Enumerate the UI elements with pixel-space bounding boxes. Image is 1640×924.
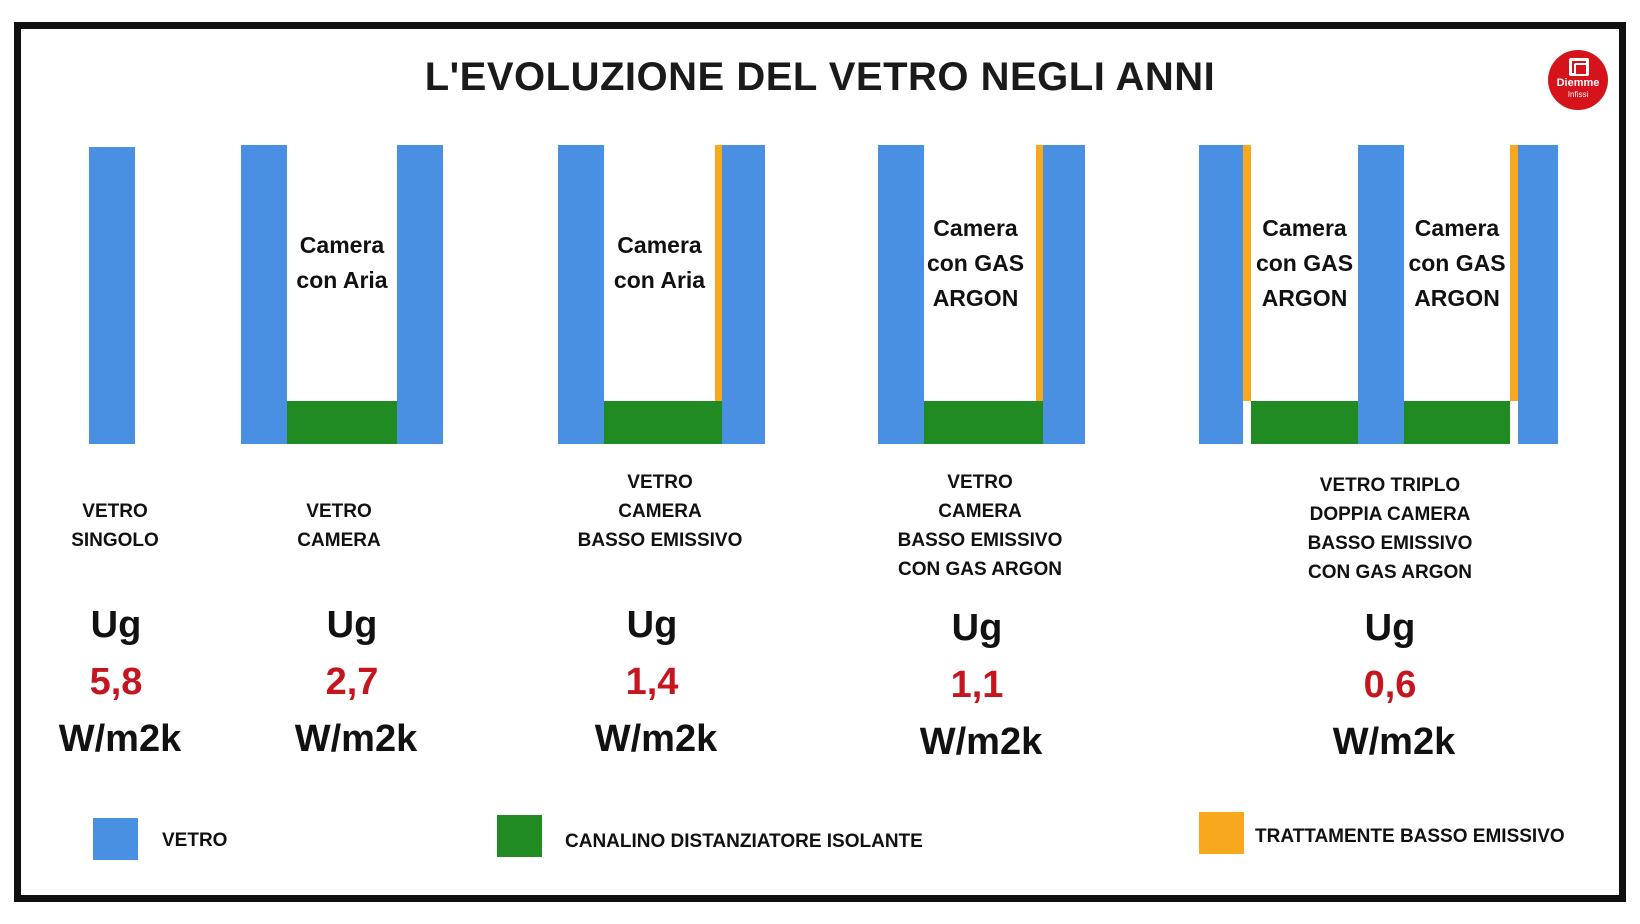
glass-pane [558,145,604,444]
insulating-spacer [287,401,397,444]
ug-label: Ug [951,607,1003,649]
glass-pane [89,147,135,444]
type-description: VETRO SINGOLO [71,501,159,551]
glass-pane [1518,145,1558,444]
ug-label: Ug [326,604,378,646]
insulating-spacer [924,401,1043,444]
ug-unit: W/m2k [58,718,182,760]
low-e-coating [1510,145,1518,401]
ug-unit: W/m2k [919,721,1043,763]
legend-glass-label: VETRO [162,830,228,851]
glass-pane [878,145,924,444]
type-description: VETRO CAMERA BASSO EMISSIVO [577,472,743,551]
legend-spacer-swatch [497,815,542,857]
insulating-spacer [604,401,722,444]
ug-label: Ug [90,604,142,646]
ug-value: 2,7 [325,661,379,703]
glass-pane [1043,145,1085,444]
ug-value: 0,6 [1363,664,1417,706]
ug-label: Ug [626,604,678,646]
ug-unit: W/m2k [1332,721,1456,763]
type-description: VETRO CAMERA BASSO EMISSIVO CON GAS ARGON [897,472,1063,580]
logo-subtitle: Infissi [1567,90,1589,99]
legend-coating-swatch [1199,812,1244,854]
glass-pane [397,145,443,444]
argon-chamber-label: Camera con GAS ARGON [1408,215,1506,311]
logo-mark-inner-icon [1574,63,1588,76]
brand-logo: Diemme Infissi [1548,50,1608,110]
argon-chamber-label: Camera con GAS ARGON [926,215,1025,311]
argon-chamber-label: Camera con GAS ARGON [1255,215,1354,311]
glass-pane [722,145,765,444]
glass-pane [1199,145,1243,444]
ug-value: 1,4 [625,661,679,703]
low-e-coating [715,145,722,401]
insulating-spacer [1404,401,1510,444]
ug-unit: W/m2k [594,718,718,760]
legend-glass-swatch [93,818,138,860]
low-e-coating [1243,145,1251,401]
ug-unit: W/m2k [294,718,418,760]
ug-value: 5,8 [89,661,143,703]
air-chamber-label: Camera con Aria [296,232,388,293]
glass-pane [1358,145,1404,444]
logo-name: Diemme [1556,77,1600,89]
type-description: VETRO TRIPLO DOPPIA CAMERA BASSO EMISSIVO C… [1307,475,1473,583]
page-title: L'EVOLUZIONE DEL VETRO NEGLI ANNI [424,55,1216,99]
type-description: VETRO CAMERA [297,501,381,551]
legend-coating-label: TRATTAMENTE BASSO EMISSIVO [1255,826,1565,847]
glass-pane [241,145,287,444]
insulating-spacer [1251,401,1358,444]
low-e-coating [1036,145,1043,401]
ug-label: Ug [1364,607,1416,649]
ug-value: 1,1 [950,664,1004,706]
air-chamber-label: Camera con Aria [613,232,706,293]
legend-spacer-label: CANALINO DISTANZIATORE ISOLANTE [565,831,923,852]
